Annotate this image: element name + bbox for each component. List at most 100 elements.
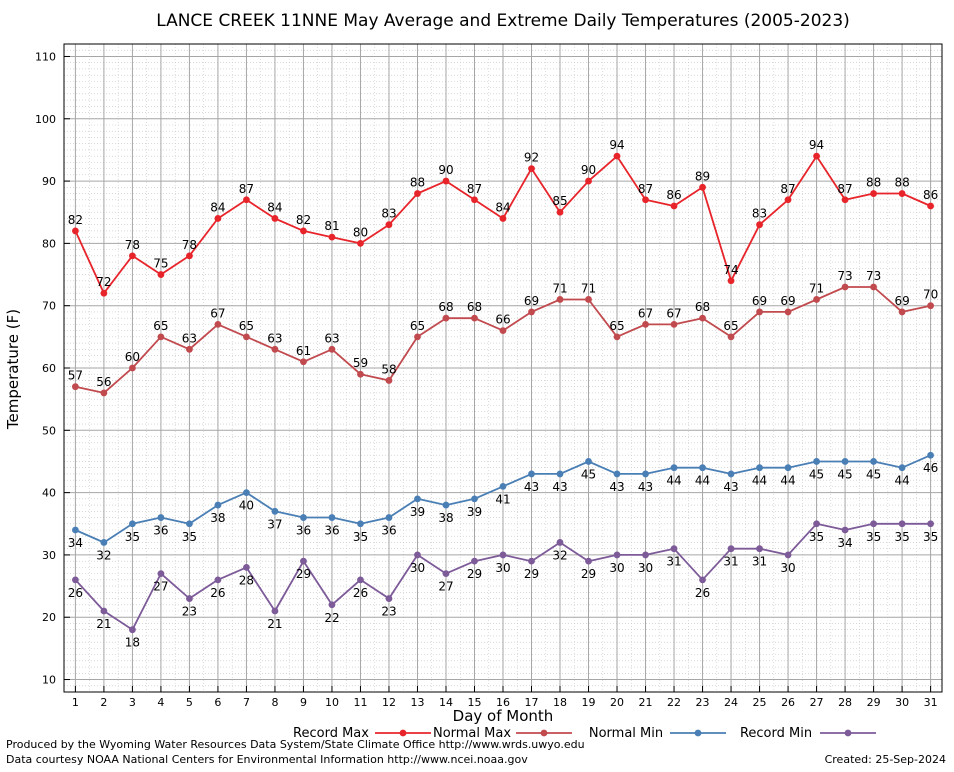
record-max-point [556,208,564,216]
normal-min-point [898,464,906,472]
normal-max-point [870,283,877,291]
normal-max-point [670,320,678,328]
normal-min-data-label: 39 [467,505,482,519]
record-min-data-label: 22 [324,611,339,625]
record-min-data-label: 30 [410,561,425,575]
normal-min-point [642,470,649,478]
record-max-point [214,215,222,222]
record-max-point [528,165,535,173]
record-min-point [243,563,250,571]
normal-max-data-label: 69 [894,294,909,308]
record-max-data-label: 82 [296,213,311,227]
normal-min-point [357,520,364,528]
normal-min-data-label: 45 [809,467,824,481]
normal-min-point [499,482,507,490]
x-tick-label: 29 [867,696,881,709]
record-min-data-label: 28 [239,573,254,587]
normal-min-point [471,495,478,503]
y-tick-label: 20 [42,611,56,624]
record-max-data-label: 87 [239,182,254,196]
record-min-point [100,607,108,615]
normal-min-data-label: 36 [296,524,311,538]
x-tick-label: 6 [214,696,221,709]
normal-min-data-label: 36 [153,524,168,538]
y-tick-label: 100 [35,113,56,126]
record-max-point [898,190,906,197]
normal-min-data-label: 43 [723,480,738,494]
record-min-data-label: 23 [182,605,197,619]
x-tick-label: 7 [243,696,250,709]
normal-min-point [556,470,564,478]
normal-max-point [585,296,592,303]
normal-min-data-label: 41 [495,492,510,506]
normal-min-point [756,464,763,472]
normal-max-data-label: 67 [638,306,653,320]
x-tick-label: 8 [271,696,278,709]
record-min-point [471,557,478,565]
x-tick-label: 12 [382,696,396,709]
record-max-data-label: 74 [723,263,738,277]
x-tick-label: 17 [525,696,539,709]
record-min-data-label: 32 [552,548,567,562]
x-tick-label: 19 [582,696,596,709]
normal-min-point [841,458,849,465]
normal-min-point [72,526,79,534]
record-max-point [243,196,250,204]
x-tick-label: 11 [353,696,367,709]
normal-min-data-label: 32 [96,548,111,562]
record-max-data-label: 87 [638,182,653,196]
record-max-data-label: 87 [780,182,795,196]
x-tick-label: 25 [753,696,767,709]
normal-min-point [300,514,307,521]
normal-min-data-label: 38 [438,511,453,525]
x-tick-label: 20 [610,696,624,709]
normal-max-data-label: 67 [666,306,681,320]
record-max-point [670,202,678,210]
x-tick-label: 2 [100,696,107,709]
record-max-data-label: 81 [324,219,339,233]
x-tick-label: 24 [724,696,738,709]
normal-max-point [556,296,564,303]
record-max-point [271,215,279,222]
x-tick-label: 21 [639,696,653,709]
normal-min-point [100,539,108,546]
normal-min-data-label: 44 [666,474,681,488]
record-min-data-label: 21 [96,617,111,631]
normal-max-data-label: 63 [324,331,339,345]
record-max-data-label: 89 [695,169,710,183]
record-min-data-label: 29 [296,567,311,581]
record-max-point [100,289,108,297]
normal-max-point [927,302,934,310]
record-max-point [328,233,336,241]
normal-max-data-label: 71 [809,281,824,295]
normal-min-point [613,470,621,478]
normal-max-point [385,377,393,384]
normal-max-point [243,333,250,341]
record-max-point [841,196,849,204]
normal-max-data-label: 65 [239,319,254,333]
normal-min-data-label: 35 [182,530,197,544]
normal-max-point [528,308,535,316]
normal-max-data-label: 68 [695,300,710,314]
record-min-point [699,576,706,584]
y-tick-label: 50 [42,424,56,437]
record-min-data-label: 21 [267,617,282,631]
normal-min-data-label: 36 [381,524,396,538]
normal-max-data-label: 56 [96,375,111,389]
record-max-point [72,227,79,235]
record-min-data-label: 29 [467,567,482,581]
y-tick-label: 40 [42,487,56,500]
normal-max-data-label: 73 [837,269,852,283]
record-max-data-label: 88 [410,176,425,190]
normal-max-data-label: 60 [125,350,140,364]
footer-produced-by: Produced by the Wyoming Water Resources … [6,738,585,751]
record-max-data-label: 80 [353,225,368,239]
normal-max-point [499,327,507,335]
record-max-point [613,152,621,160]
record-max-data-label: 88 [866,176,881,190]
record-max-data-label: 78 [182,238,197,252]
record-min-data-label: 35 [923,530,938,544]
x-tick-label: 22 [667,696,681,709]
normal-min-data-label: 44 [752,474,767,488]
